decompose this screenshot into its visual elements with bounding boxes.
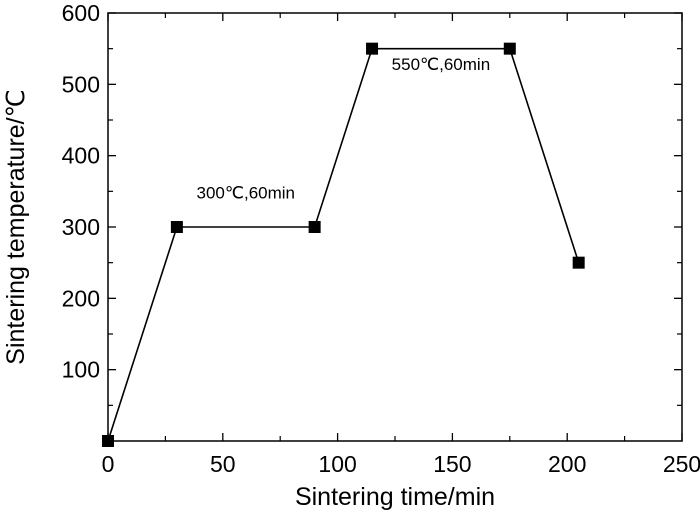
x-axis-label: Sintering time/min — [295, 483, 495, 511]
series-line — [107, 47, 580, 442]
y-axis-label: Sintering temperature/℃ — [2, 89, 30, 364]
y-tick-label: 400 — [62, 143, 100, 169]
data-point — [170, 221, 183, 233]
x-tick-label: 200 — [548, 451, 586, 477]
axis-ticks — [107, 12, 683, 441]
data-point — [572, 256, 585, 269]
x-tick-label: 150 — [433, 451, 471, 477]
annotation-label: 550℃,60min — [392, 55, 490, 74]
y-tick-label: 500 — [62, 71, 100, 97]
data-series — [102, 42, 585, 447]
data-point — [102, 435, 114, 447]
x-tick-label: 250 — [663, 451, 700, 477]
y-tick-label: 200 — [62, 285, 100, 311]
x-tick-label: 0 — [102, 451, 115, 477]
annotations: 300℃,60min 550℃,60min — [197, 55, 491, 202]
annotation-label: 300℃,60min — [197, 183, 295, 202]
tick-labels: 0 50 100 150 200 250 100 200 300 400 500 600 — [62, 0, 700, 477]
data-point — [308, 221, 321, 233]
x-tick-label: 50 — [210, 451, 236, 477]
y-tick-label: 300 — [62, 214, 100, 240]
y-tick-label: 100 — [62, 357, 100, 383]
data-point — [503, 42, 516, 55]
y-tick-label: 600 — [62, 0, 100, 26]
x-tick-label: 100 — [318, 451, 356, 477]
data-point — [366, 42, 379, 55]
